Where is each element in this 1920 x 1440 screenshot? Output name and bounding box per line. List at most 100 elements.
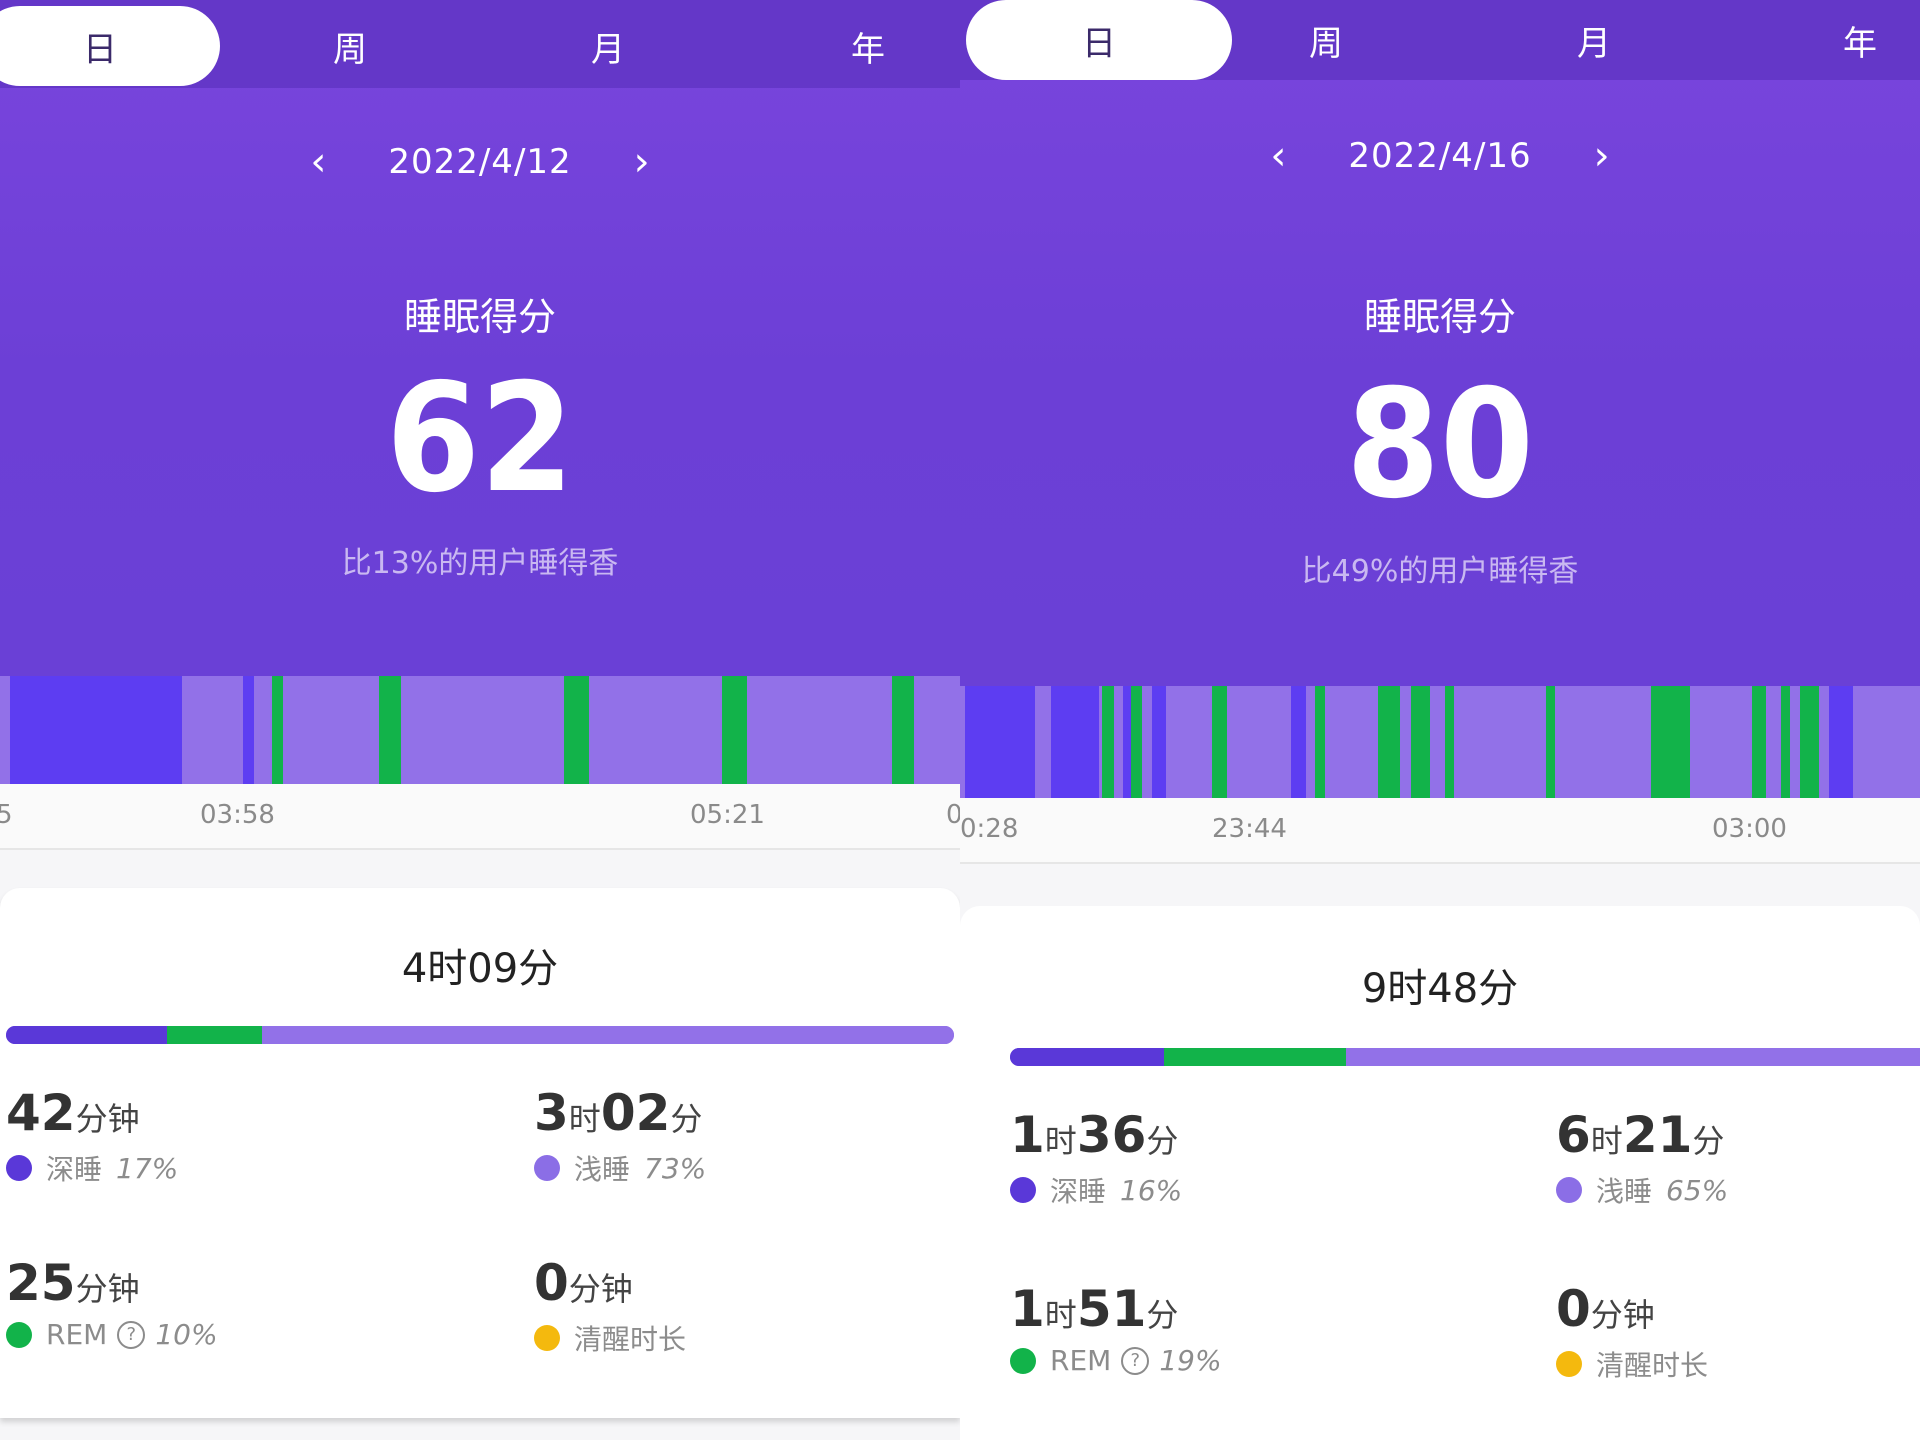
stat-unit: 分	[670, 1100, 703, 1138]
stat-value: 6	[1556, 1106, 1591, 1164]
awake-dot-icon	[534, 1325, 560, 1351]
stat-value: 1	[1010, 1280, 1045, 1338]
tab-year[interactable]: 年	[1843, 23, 1877, 64]
current-date: 2022/4/16	[1348, 136, 1532, 176]
tab-month[interactable]: 月	[1577, 23, 1611, 64]
stat-unit: 分钟	[75, 1270, 140, 1308]
tab-week[interactable]: 周	[1309, 23, 1343, 64]
deep-proportion-segment	[1010, 1048, 1164, 1066]
sleep-score: 80	[1346, 358, 1534, 532]
light-dot-icon	[1556, 1177, 1582, 1203]
stat-value: 02	[600, 1084, 671, 1142]
stat-percent: 65%	[1666, 1173, 1729, 1207]
tab-week[interactable]: 周	[333, 29, 367, 70]
stat-percent: 73%	[644, 1151, 707, 1185]
deep-sleep-segment	[1051, 686, 1100, 798]
stat-unit: 时	[1044, 1122, 1077, 1160]
rem-sleep-segment	[891, 676, 914, 784]
period-tabbar: 日 周 月 年	[0, 0, 960, 88]
rem-sleep-segment	[1411, 686, 1431, 798]
rem-dot-icon	[1010, 1347, 1036, 1374]
help-icon[interactable]: ?	[117, 1320, 146, 1349]
time-axis: 5 03:58 05:21 0	[0, 784, 960, 850]
deep-sleep-segment	[1152, 686, 1167, 798]
rem-sleep-segment	[1800, 686, 1820, 798]
sleep-score: 62	[386, 352, 574, 526]
sleep-summary-card: 4时09分 42分钟 深睡 17% 3时02分 浅睡 73% 25分钟 REM? 10…	[0, 888, 960, 1418]
deep-sleep-segment	[964, 686, 1035, 798]
rem-sleep-segment	[1377, 686, 1400, 798]
score-header	[960, 0, 1920, 686]
rem-sleep-segment	[1752, 686, 1767, 798]
rem-proportion-segment	[1163, 1048, 1346, 1066]
deep-proportion-segment	[6, 1026, 168, 1044]
time-axis: 0:28 23:44 03:00	[960, 798, 1920, 864]
rem-sleep-segment	[1315, 686, 1325, 798]
rem-sleep-segment	[1651, 686, 1690, 798]
deep-sleep-segment	[9, 676, 183, 784]
rem-sleep-segment	[271, 676, 284, 784]
stat-value: 36	[1076, 1106, 1147, 1164]
sleep-panel-right: 日 周 月 年 ‹ 2022/4/16 › 睡眠得分 80 比49%的用户睡得香…	[960, 0, 1920, 1440]
tab-year[interactable]: 年	[851, 29, 885, 70]
rem-sleep-segment	[1130, 686, 1143, 798]
time-tick: 0:28	[960, 814, 1019, 844]
stat-label: REM	[46, 1318, 108, 1351]
light-dot-icon	[534, 1155, 560, 1181]
time-tick: 05:21	[690, 800, 765, 830]
sleep-stage-timeline[interactable]	[960, 686, 1920, 798]
time-tick: 03:00	[1712, 814, 1787, 844]
stat-label: 清醒时长	[574, 1323, 687, 1356]
sleep-panel-left: 日 周 月 年 ‹ 2022/4/12 › 睡眠得分 62 比13%的用户睡得香…	[0, 0, 960, 1418]
time-tick: 0	[946, 800, 960, 830]
help-icon[interactable]: ?	[1121, 1346, 1150, 1375]
light-proportion-segment	[261, 1026, 954, 1044]
stat-label: REM	[1050, 1344, 1112, 1377]
rem-proportion-segment	[167, 1026, 262, 1044]
time-tick: 23:44	[1212, 814, 1287, 844]
stat-rem: 1时51分 REM? 19%	[1010, 1280, 1222, 1377]
stat-value: 21	[1622, 1106, 1693, 1164]
stat-label: 深睡	[46, 1153, 103, 1186]
stat-percent: 17%	[116, 1151, 179, 1185]
next-day-chevron-icon[interactable]: ›	[633, 139, 650, 185]
prev-day-chevron-icon[interactable]: ‹	[1270, 133, 1287, 179]
stat-value: 3	[534, 1084, 569, 1142]
stat-deep: 42分钟 深睡 17%	[6, 1084, 178, 1188]
stat-unit: 分	[1146, 1296, 1179, 1334]
tab-month[interactable]: 月	[591, 29, 625, 70]
prev-day-chevron-icon[interactable]: ‹	[310, 139, 327, 185]
stage-proportion-bar	[1010, 1048, 1920, 1066]
stat-light: 6时21分 浅睡 65%	[1556, 1106, 1728, 1210]
deep-sleep-segment	[1123, 686, 1133, 798]
next-day-chevron-icon[interactable]: ›	[1593, 133, 1610, 179]
tab-day[interactable]: 日	[966, 0, 1232, 80]
stat-value: 0	[534, 1254, 569, 1312]
score-title: 睡眠得分	[403, 295, 556, 339]
stat-label: 浅睡	[1596, 1175, 1653, 1208]
rem-sleep-segment	[1444, 686, 1455, 798]
stat-value: 51	[1076, 1280, 1147, 1338]
total-sleep-duration: 9时48分	[1361, 966, 1519, 1012]
date-navigator: ‹ 2022/4/12 ›	[0, 132, 960, 192]
stat-label: 深睡	[1050, 1175, 1107, 1208]
score-header	[0, 0, 960, 676]
score-comparison: 比13%的用户睡得香	[341, 546, 619, 581]
stat-value: 0	[1556, 1280, 1591, 1338]
rem-sleep-segment	[1211, 686, 1227, 798]
time-tick: 5	[0, 800, 13, 830]
score-title: 睡眠得分	[1363, 295, 1516, 339]
deep-dot-icon	[1010, 1177, 1036, 1203]
sleep-stage-timeline[interactable]	[0, 676, 960, 784]
rem-sleep-segment	[721, 676, 747, 784]
time-tick: 03:58	[200, 800, 275, 830]
date-navigator: ‹ 2022/4/16 ›	[960, 126, 1920, 186]
awake-dot-icon	[1556, 1351, 1582, 1377]
deep-sleep-segment	[1291, 686, 1306, 798]
stat-unit: 分钟	[1590, 1296, 1655, 1334]
tab-day[interactable]: 日	[0, 6, 220, 86]
rem-sleep-segment	[563, 676, 590, 784]
stage-proportion-bar	[6, 1026, 954, 1044]
stat-light: 3时02分 浅睡 73%	[534, 1084, 706, 1188]
rem-sleep-segment	[1102, 686, 1114, 798]
